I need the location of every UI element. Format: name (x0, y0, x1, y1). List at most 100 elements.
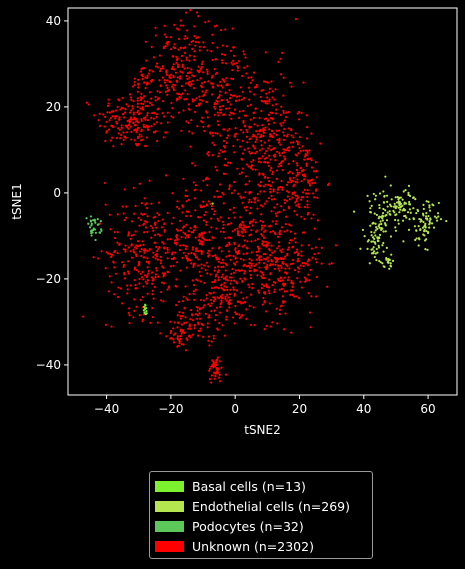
point-unknown (243, 125, 247, 128)
point-unknown (179, 46, 182, 49)
point-unknown (108, 275, 111, 278)
point-unknown (261, 271, 264, 274)
point-unknown (148, 91, 152, 94)
point-unknown (248, 198, 251, 201)
point-unknown (119, 137, 122, 140)
point-unknown (305, 192, 308, 195)
point-unknown (233, 279, 236, 282)
point-unknown (220, 283, 223, 286)
point-unknown (285, 290, 288, 293)
point-unknown (130, 138, 133, 141)
point-unknown (203, 264, 206, 267)
point-unknown (186, 259, 189, 262)
point-unknown (158, 91, 162, 94)
point-unknown (214, 165, 217, 168)
point-unknown (306, 203, 309, 206)
point-podocytes (90, 232, 93, 235)
point-unknown (207, 20, 210, 23)
point-unknown (259, 181, 262, 184)
point-unknown (313, 252, 316, 256)
point-unknown (119, 108, 122, 111)
point-unknown (156, 258, 159, 261)
point-unknown (245, 135, 249, 138)
point-unknown (230, 77, 233, 80)
point-unknown (305, 137, 309, 140)
point-unknown (261, 234, 264, 237)
point-unknown (152, 216, 155, 219)
point-podocytes (85, 217, 88, 220)
point-unknown (202, 125, 205, 128)
point-unknown (279, 143, 282, 146)
legend-item-basal-cells: Basal cells (n=13) (155, 476, 372, 496)
point-unknown (200, 65, 203, 69)
point-endothelial-cells (389, 265, 393, 268)
point-unknown (218, 246, 221, 249)
point-unknown (231, 27, 234, 30)
point-unknown (308, 184, 312, 187)
point-unknown (266, 102, 269, 105)
point-unknown (236, 300, 240, 303)
point-unknown (139, 96, 142, 99)
point-unknown (137, 216, 140, 219)
point-unknown (267, 197, 270, 200)
point-unknown (203, 129, 206, 133)
point-unknown (163, 230, 166, 233)
point-unknown (227, 134, 230, 137)
point-unknown (252, 116, 255, 119)
point-unknown (194, 209, 197, 212)
point-unknown (262, 185, 266, 188)
point-unknown (188, 108, 191, 111)
point-unknown (240, 196, 243, 200)
point-unknown (142, 243, 145, 246)
point-unknown (165, 70, 168, 73)
point-unknown (175, 61, 178, 64)
point-unknown (213, 102, 217, 105)
point-unknown (199, 298, 203, 302)
point-unknown (226, 293, 229, 296)
point-unknown (180, 332, 183, 335)
point-unknown (285, 199, 289, 202)
point-unknown (202, 179, 205, 182)
point-endothelial-cells (422, 203, 425, 206)
point-unknown (221, 150, 224, 154)
point-unknown (303, 276, 306, 279)
point-endothelial-cells (417, 244, 420, 247)
point-unknown (205, 261, 209, 264)
point-unknown (263, 224, 266, 227)
x-tick-label: 0 (231, 402, 239, 416)
y-tick-label: 40 (46, 14, 61, 28)
point-unknown (267, 164, 270, 167)
point-unknown (193, 58, 196, 61)
point-endothelial-cells (378, 237, 381, 240)
x-tick-label: −20 (158, 402, 183, 416)
point-unknown (194, 288, 198, 291)
point-unknown (310, 295, 313, 298)
point-unknown (228, 254, 231, 257)
point-unknown (205, 239, 209, 242)
point-endothelial-cells (395, 201, 399, 204)
point-unknown (260, 213, 263, 216)
point-unknown (230, 222, 233, 225)
point-unknown (195, 247, 198, 251)
point-unknown (201, 121, 204, 124)
point-unknown (227, 223, 230, 226)
point-endothelial-cells (422, 233, 425, 236)
point-unknown (191, 279, 194, 282)
point-unknown (270, 80, 273, 83)
point-unknown (312, 170, 316, 173)
point-unknown (191, 74, 194, 77)
point-unknown (235, 95, 239, 98)
point-unknown (145, 202, 148, 205)
point-unknown (201, 90, 204, 93)
point-unknown (293, 268, 297, 272)
point-unknown (270, 244, 273, 247)
point-unknown (266, 263, 269, 267)
point-podocytes (94, 231, 97, 234)
point-unknown (240, 223, 243, 226)
point-unknown (196, 125, 199, 128)
point-unknown (157, 247, 160, 251)
point-unknown (228, 306, 231, 309)
point-unknown (152, 256, 155, 259)
point-unknown (270, 210, 273, 213)
point-unknown (282, 282, 285, 285)
